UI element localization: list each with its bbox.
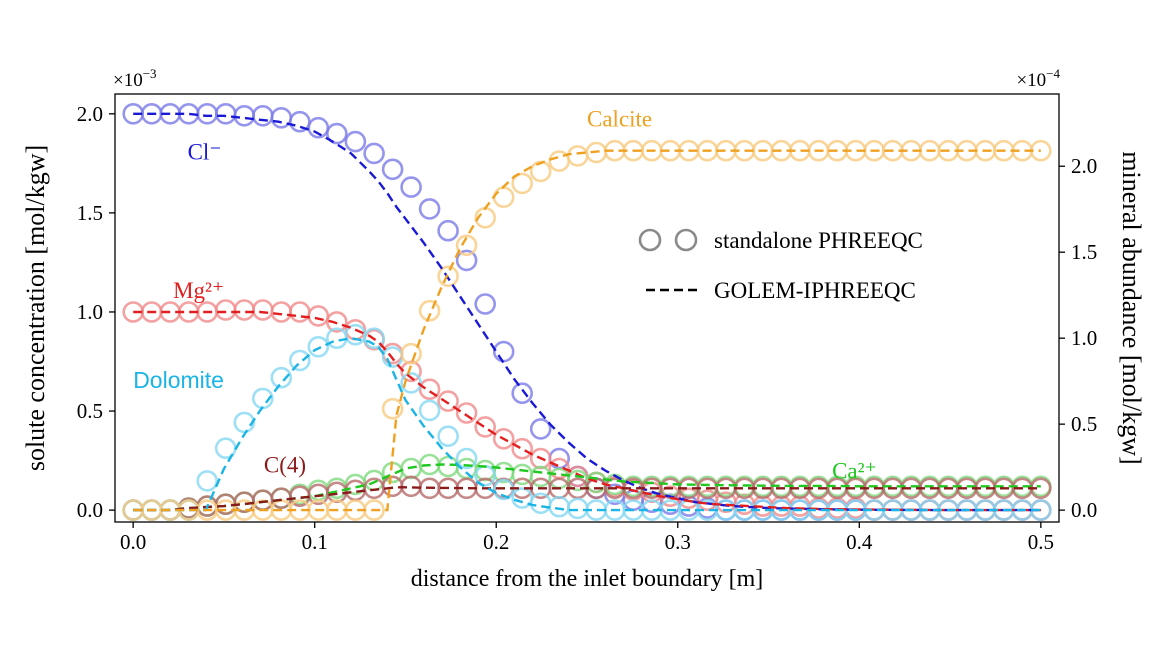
data-point (455, 234, 478, 257)
series-line-4 (133, 336, 1041, 512)
data-point (400, 372, 422, 394)
right-multiplier: ×10−4 (1016, 66, 1060, 91)
data-point (492, 427, 515, 450)
data-point (474, 416, 497, 438)
data-point (288, 110, 311, 133)
series-line-1 (133, 310, 1041, 512)
data-point (196, 470, 218, 492)
data-point (381, 397, 404, 420)
series-label-3: C(4) (264, 453, 306, 478)
series-line-5 (133, 149, 1041, 512)
data-point (381, 158, 404, 181)
left-tick-label: 1.0 (77, 300, 103, 324)
data-point (474, 293, 497, 315)
right-multiplier-exponent: −4 (1046, 66, 1060, 81)
data-point (344, 130, 367, 153)
data-point (363, 327, 385, 350)
data-point (363, 142, 385, 165)
right-tick-label: 1.5 (1071, 240, 1097, 264)
x-tick-label: 0.3 (665, 530, 691, 554)
series-label-5: Calcite (587, 107, 652, 132)
data-point (455, 249, 478, 272)
data-point (437, 425, 459, 448)
data-point (511, 382, 534, 405)
legend: standalone PHREEQC GOLEM-IPHREEQC (638, 228, 923, 303)
series-label-4: Dolomite (133, 367, 224, 393)
data-point (270, 366, 293, 389)
data-point (511, 437, 534, 460)
series-layer (122, 103, 1052, 521)
data-point (529, 418, 552, 440)
data-point (418, 378, 441, 401)
data-point (437, 390, 459, 412)
series-line-3 (133, 486, 1041, 512)
series-line-0 (133, 112, 1041, 512)
data-point (511, 172, 534, 195)
x-tick-label: 0.0 (120, 530, 146, 554)
left-tick-label: 2.0 (77, 102, 103, 126)
left-tick-label: 0.0 (77, 498, 103, 522)
data-point (325, 311, 348, 333)
x-tick-label: 0.1 (302, 530, 328, 554)
series-label-2: Ca²⁺ (832, 458, 877, 483)
data-point (437, 265, 459, 288)
legend-marker-label: standalone PHREEQC (714, 228, 923, 253)
data-point (455, 447, 478, 470)
left-multiplier: ×10−3 (113, 66, 157, 91)
left-tick-label: 1.5 (77, 201, 103, 225)
x-axis-label: distance from the inlet boundary [m] (411, 566, 764, 592)
data-point (400, 360, 422, 383)
data-point (325, 122, 348, 145)
legend-marker-symbol (638, 228, 662, 252)
data-point (437, 219, 459, 242)
series-label-1: Mg²⁺ (173, 278, 224, 303)
data-point (418, 198, 441, 220)
x-tick-label: 0.4 (846, 530, 873, 554)
right-tick-label: 0.0 (1071, 498, 1097, 522)
x-tick-label: 0.2 (483, 530, 509, 554)
legend-line-label: GOLEM-IPHREEQC (714, 278, 916, 303)
left-multiplier-exponent: −3 (143, 66, 157, 81)
data-point (455, 402, 478, 424)
right-tick-label: 0.5 (1071, 412, 1097, 436)
data-point (307, 335, 330, 358)
series-labels: Cl⁻ Mg²⁺ Ca²⁺ C(4) Dolomite Calcite (133, 107, 876, 484)
y-axis-label-left: solute concentration [mol/kgw] (21, 145, 50, 471)
data-point (307, 305, 330, 327)
series-label-0: Cl⁻ (188, 139, 222, 164)
plot-frame (114, 93, 1060, 523)
right-tick-label: 2.0 (1071, 154, 1097, 178)
axes: 0.0 0.1 0.2 0.3 0.4 0.5 0.0 0.5 1.0 1.5 2.0 0.0 0.5 1… (77, 102, 1098, 554)
legend-marker-symbol (674, 228, 698, 252)
data-point (418, 399, 441, 422)
data-point (400, 176, 422, 198)
data-point (288, 349, 311, 372)
y-axis-label-right: mineral abundance [mol/kgw] (1117, 151, 1146, 464)
data-point (400, 342, 422, 365)
right-tick-label: 1.0 (1071, 326, 1097, 350)
right-multiplier-base: ×10 (1016, 70, 1046, 91)
svg-text:×10−4: ×10−4 (1016, 66, 1060, 91)
left-tick-label: 0.5 (77, 399, 103, 423)
x-tick-label: 0.5 (1028, 530, 1054, 554)
data-point (233, 411, 256, 434)
svg-text:×10−3: ×10−3 (113, 66, 157, 91)
data-point (418, 299, 441, 322)
left-multiplier-base: ×10 (113, 70, 143, 91)
